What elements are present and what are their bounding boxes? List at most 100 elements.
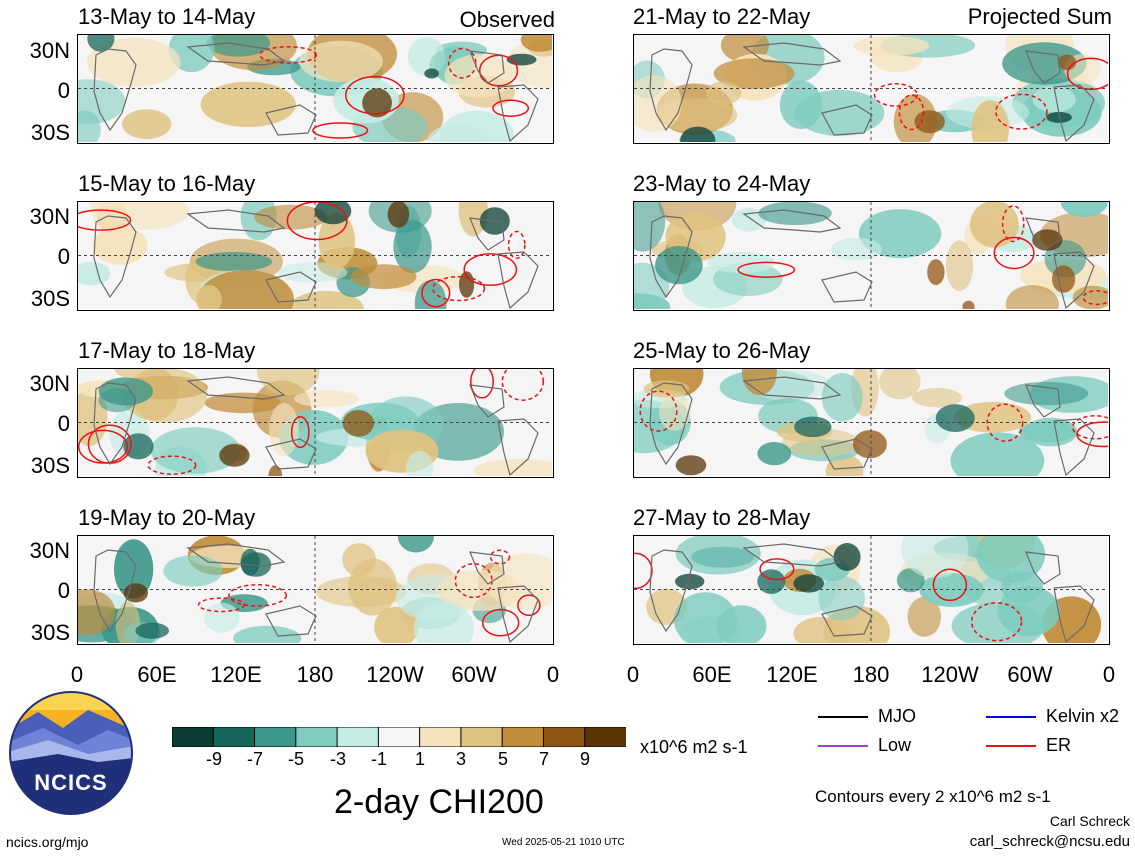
map-panel-observed-2 bbox=[77, 201, 554, 311]
colorbar-swatch bbox=[212, 726, 256, 748]
colorbar-swatch bbox=[460, 726, 504, 748]
anomaly-blob bbox=[97, 202, 190, 230]
coastline bbox=[1025, 384, 1061, 418]
coastline bbox=[93, 549, 137, 633]
website: ncics.org/mjo bbox=[6, 834, 89, 850]
anomaly-blob bbox=[350, 264, 417, 290]
coastline bbox=[93, 48, 137, 132]
lat-label: 30N bbox=[29, 371, 70, 396]
coastline bbox=[186, 209, 286, 233]
author: Carl Schreck bbox=[1049, 813, 1130, 829]
legend-label-kelvin: Kelvin x2 bbox=[1046, 706, 1120, 726]
anomaly-core bbox=[135, 622, 169, 639]
anomaly-blob bbox=[675, 536, 761, 575]
er-contour bbox=[517, 594, 541, 617]
coastline bbox=[497, 418, 539, 476]
legend-line-er bbox=[986, 745, 1036, 747]
er-contour bbox=[759, 558, 795, 581]
lon-label: 180 bbox=[296, 662, 334, 687]
anomaly-blob bbox=[659, 393, 691, 431]
er-contour bbox=[286, 202, 348, 241]
anomaly-blob bbox=[113, 539, 154, 599]
anomaly-blob bbox=[879, 369, 921, 400]
panel-title: 17-May to 18-May bbox=[78, 338, 256, 363]
anomaly-blob bbox=[198, 270, 294, 309]
coastline bbox=[1053, 251, 1095, 309]
map-panel-observed-1 bbox=[77, 34, 554, 144]
legend-label-low: Low bbox=[878, 735, 912, 755]
main-title: 2-day CHI200 bbox=[334, 783, 544, 821]
map-field bbox=[78, 369, 552, 476]
lat-label: 30N bbox=[29, 204, 70, 229]
anomaly-core bbox=[833, 543, 861, 571]
anomaly-core bbox=[387, 202, 410, 228]
colorbar-label: -5 bbox=[287, 749, 304, 769]
colorbar-label: -1 bbox=[370, 749, 387, 769]
er-contour bbox=[489, 549, 511, 565]
anomaly-core bbox=[675, 573, 705, 590]
colorbar-swatch bbox=[295, 726, 339, 748]
er-contour bbox=[421, 278, 451, 308]
anomaly-blob bbox=[342, 543, 376, 577]
coastline bbox=[649, 215, 693, 299]
er-contour bbox=[290, 416, 310, 449]
er-contour bbox=[1082, 290, 1108, 306]
email: carl_schreck@ncsu.edu bbox=[969, 833, 1130, 850]
lat-label: 30S bbox=[30, 286, 70, 311]
lat-label: 30S bbox=[30, 620, 70, 645]
anomaly-core bbox=[459, 271, 475, 298]
anomaly-core bbox=[793, 574, 824, 593]
legend-label-mjo: MJO bbox=[878, 706, 916, 726]
lon-label: 0 bbox=[626, 662, 640, 687]
lon-label: 120E bbox=[766, 662, 818, 687]
coastline bbox=[742, 209, 842, 233]
anomaly-blob bbox=[299, 40, 383, 82]
anomaly-core bbox=[680, 126, 716, 142]
anomaly-blob bbox=[741, 369, 777, 396]
anomaly-blob bbox=[821, 373, 863, 422]
er-contour bbox=[345, 75, 405, 115]
anomaly-core bbox=[927, 259, 945, 285]
coastline bbox=[821, 104, 873, 136]
anomaly-blob bbox=[705, 81, 742, 105]
anomaly-core bbox=[1058, 54, 1077, 71]
lon-label: 120W bbox=[921, 662, 979, 687]
anomaly-core bbox=[87, 35, 115, 52]
legend-line-low bbox=[818, 745, 868, 747]
colorbar-label: 3 bbox=[455, 749, 466, 769]
er-contour bbox=[932, 568, 968, 602]
anomaly-blob bbox=[473, 458, 552, 476]
lon-label: 60E bbox=[692, 662, 732, 687]
lon-label: 180 bbox=[852, 662, 890, 687]
er-contour bbox=[470, 369, 494, 399]
anomaly-blob bbox=[830, 237, 882, 261]
er-contour bbox=[873, 83, 918, 107]
anomaly-core bbox=[219, 444, 250, 467]
coastline bbox=[186, 376, 286, 400]
colorbar-label: -7 bbox=[246, 749, 263, 769]
anomaly-blob bbox=[971, 100, 1010, 142]
coastline bbox=[265, 605, 317, 637]
lon-label: 60W bbox=[451, 662, 497, 687]
coastline bbox=[1025, 551, 1061, 585]
anomaly-blob bbox=[1032, 86, 1076, 113]
anomaly-core bbox=[268, 465, 283, 476]
anomaly-blob bbox=[953, 401, 1032, 433]
anomaly-blob bbox=[98, 377, 153, 406]
lon-label: 0 bbox=[70, 662, 84, 687]
anomaly-blob bbox=[818, 575, 865, 621]
coastline bbox=[649, 48, 693, 132]
legend-label-er: ER bbox=[1046, 735, 1072, 755]
anomaly-blob bbox=[731, 208, 767, 232]
anomaly-blob bbox=[907, 596, 942, 637]
panel-title: 19-May to 20-May bbox=[78, 505, 256, 530]
anomaly-blob bbox=[269, 403, 299, 457]
anomaly-blob bbox=[122, 109, 172, 139]
colorbar bbox=[171, 726, 628, 748]
anomaly-blob bbox=[707, 251, 776, 274]
anomaly-blob bbox=[757, 442, 792, 466]
coastline bbox=[742, 543, 842, 567]
colorbar-swatch bbox=[171, 726, 215, 748]
anomaly-blob bbox=[439, 110, 514, 142]
map-panel-projected-4 bbox=[633, 535, 1110, 645]
